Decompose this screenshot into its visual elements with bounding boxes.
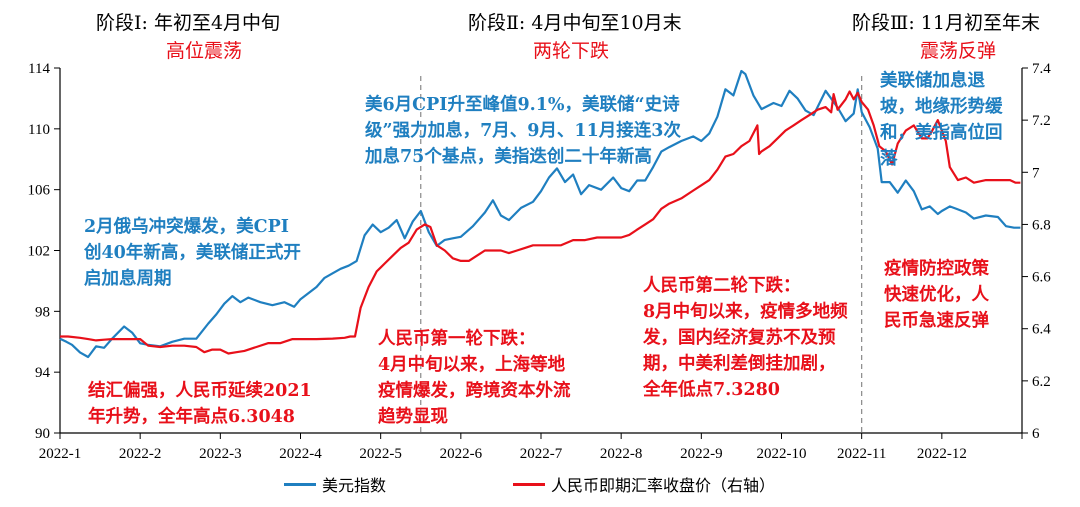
phase-2-title: 阶段Ⅱ: 4月中旬至10月末 xyxy=(468,12,682,34)
phase-2-subtitle: 两轮下跌 xyxy=(533,40,610,62)
annotation-line: 疫情爆发，跨境资本外流 xyxy=(378,381,571,401)
annotation-line: 和，美指高位回 xyxy=(880,123,1003,143)
annotation-line: 疫情防控政策 xyxy=(884,259,989,279)
legend-label-dxy: 美元指数 xyxy=(322,476,387,495)
annotation-line: 年升势，全年高点6.3048 xyxy=(88,407,295,427)
annotation-aug-cny: 人民币第二轮下跌： 8月中旬以来，疫情多地频 发，国内经济复苏不及预 期，中美利… xyxy=(643,273,848,403)
annotation-may-cny: 人民币第一轮下跌： 4月中旬以来，上海等地 疫情爆发，跨境资本外流 趋势显现 xyxy=(378,326,571,430)
y-left-tick-label: 106 xyxy=(28,183,51,199)
y-left-tick-label: 98 xyxy=(35,304,50,320)
legend-item-cny: 人民币即期汇率收盘价（右轴） xyxy=(513,472,775,496)
x-tick-label: 2022-11 xyxy=(837,446,886,462)
annotation-line: 落 xyxy=(880,149,898,169)
annotation-line: 4月中旬以来，上海等地 xyxy=(378,355,566,375)
x-tick-label: 2022-9 xyxy=(680,446,723,462)
annotation-line: 级”强力加息，7月、9月、11月接连3次 xyxy=(365,121,681,141)
x-tick-label: 2022-7 xyxy=(520,446,563,462)
x-tick-label: 2022-5 xyxy=(359,446,402,462)
annotation-line: 坡，地缘形势缓 xyxy=(880,97,1003,117)
annotation-line: 8月中旬以来，疫情多地频 xyxy=(643,302,848,322)
phase-1-subtitle: 高位震荡 xyxy=(166,40,243,62)
annotation-line: 加息75个基点，美指迭创二十年新高 xyxy=(365,147,652,167)
annotation-line: 2月俄乌冲突爆发，美CPI xyxy=(84,217,289,237)
x-tick-label: 2022-1 xyxy=(39,446,82,462)
series-line-cny xyxy=(60,90,1021,355)
annotation-line: 期，中美利差倒挂加剧， xyxy=(643,354,836,374)
series-lines xyxy=(59,69,1021,359)
legend-swatch-cny xyxy=(513,482,545,486)
annotation-jun-dxy: 美6月CPI升至峰值9.1%，美联储“史诗 级”强力加息，7月、9月、11月接连… xyxy=(365,92,681,170)
annotation-early-cny: 结汇偏强，人民币延续2021 年升势，全年高点6.3048 xyxy=(88,378,312,430)
y-right-tick-label: 6.2 xyxy=(1032,374,1051,390)
annotation-dec-cny: 疫情防控政策 快速优化，人 民币急速反弹 xyxy=(884,256,989,334)
annotation-line: 结汇偏强，人民币延续2021 xyxy=(88,381,312,401)
annotation-line: 美6月CPI升至峰值9.1%，美联储“史诗 xyxy=(365,95,680,115)
y-right-tick-label: 6.4 xyxy=(1032,322,1051,338)
legend-label-cny: 人民币即期汇率收盘价（右轴） xyxy=(551,476,776,495)
annotation-line: 创40年新高，美联储正式开 xyxy=(84,243,301,263)
x-tick-label: 2022-2 xyxy=(119,446,162,462)
series-line-dxy xyxy=(59,69,1021,359)
y-right-tick-label: 6 xyxy=(1032,426,1040,442)
x-tick-label: 2022-12 xyxy=(917,446,967,462)
x-tick-label: 2022-10 xyxy=(757,446,807,462)
annotation-line: 人民币第一轮下跌： xyxy=(378,329,536,349)
x-tick-label: 2022-3 xyxy=(199,446,242,462)
y-left-tick-label: 114 xyxy=(28,61,50,77)
annotation-line: 趋势显现 xyxy=(378,407,448,427)
x-tick-label: 2022-6 xyxy=(440,446,483,462)
legend-swatch-dxy xyxy=(284,482,316,486)
annotation-line: 发，国内经济复苏不及预 xyxy=(643,328,836,348)
x-tick-label: 2022-4 xyxy=(279,446,322,462)
annotation-line: 快速优化，人 xyxy=(884,285,989,305)
x-tick-label: 2022-8 xyxy=(600,446,643,462)
annotation-line: 启加息周期 xyxy=(84,269,172,289)
y-right-tick-label: 7 xyxy=(1032,165,1040,181)
y-right-tick-label: 6.8 xyxy=(1032,217,1051,233)
legend-item-dxy: 美元指数 xyxy=(284,472,386,496)
y-right-tick-label: 7.4 xyxy=(1032,61,1051,77)
annotation-line: 全年低点7.3280 xyxy=(643,380,780,400)
y-right-tick-label: 6.6 xyxy=(1032,270,1051,286)
annotation-line: 人民币第二轮下跌： xyxy=(643,276,801,296)
y-right-tick-label: 7.2 xyxy=(1032,113,1051,129)
annotation-nov-dxy: 美联储加息退 坡，地缘形势缓 和，美指高位回 落 xyxy=(880,68,1003,172)
annotation-feb-dxy: 2月俄乌冲突爆发，美CPI 创40年新高，美联储正式开 启加息周期 xyxy=(84,214,301,292)
y-left-tick-label: 90 xyxy=(35,426,50,442)
phase-1-title: 阶段Ⅰ: 年初至4月中旬 xyxy=(96,12,281,34)
y-left-tick-label: 102 xyxy=(28,244,51,260)
y-left-tick-label: 94 xyxy=(35,365,51,381)
axis-ticks: 90 94 98 102 106 110 114 6 6.2 6.4 6.6 6.8 7 7.2 7.4 20… xyxy=(28,61,1052,462)
phase-3-subtitle: 震荡反弹 xyxy=(920,40,997,62)
phase-dividers xyxy=(420,76,863,433)
phase-3-title: 阶段Ⅲ: 11月初至年末 xyxy=(852,12,1040,34)
annotation-line: 民币急速反弹 xyxy=(884,311,989,331)
y-left-tick-label: 110 xyxy=(28,122,50,138)
annotation-line: 美联储加息退 xyxy=(880,71,985,91)
